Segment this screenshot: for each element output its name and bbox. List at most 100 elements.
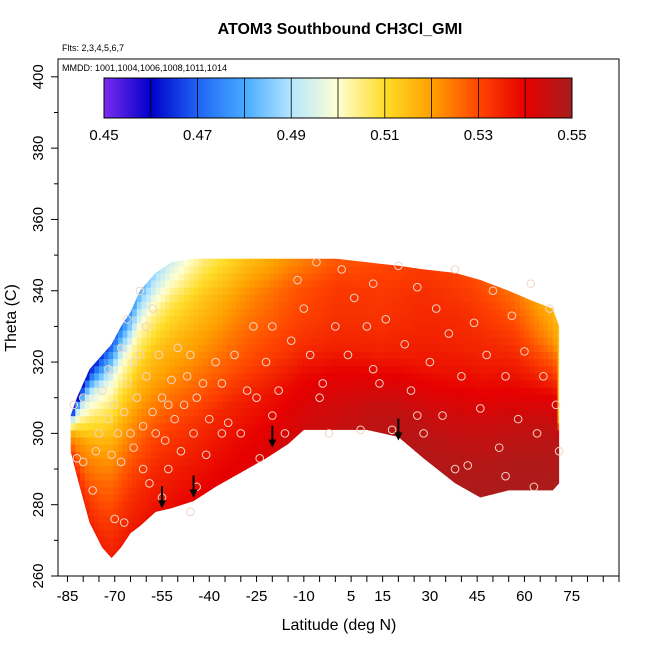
field-cell	[297, 472, 303, 481]
field-cell	[236, 358, 242, 367]
field-cell	[401, 322, 407, 331]
field-cell	[462, 294, 469, 303]
field-cell	[231, 322, 237, 331]
field-cell	[150, 515, 157, 524]
field-cell	[269, 287, 275, 295]
field-cell	[462, 272, 469, 281]
field-cell	[462, 551, 469, 559]
field-cell	[472, 379, 478, 388]
field-cell	[486, 265, 492, 274]
field-cell	[514, 372, 521, 381]
field-cell	[496, 308, 502, 317]
field-cell	[557, 465, 560, 474]
field-cell	[80, 458, 86, 467]
field-cell	[387, 508, 393, 516]
field-cell	[269, 451, 275, 459]
field-cell	[231, 394, 237, 402]
field-cell	[288, 337, 294, 345]
field-cell	[439, 444, 445, 452]
field-cell	[396, 287, 403, 295]
field-cell	[344, 329, 351, 338]
field-cell	[401, 372, 407, 381]
field-cell	[467, 401, 474, 410]
field-cell	[396, 479, 403, 488]
field-cell	[75, 301, 81, 310]
field-cell	[410, 315, 417, 324]
field-cell	[368, 493, 374, 502]
field-cell	[481, 401, 488, 410]
field-cell	[321, 458, 327, 467]
data-point	[94, 429, 104, 438]
field-cell	[373, 501, 379, 509]
field-cell	[174, 458, 180, 467]
data-point	[394, 261, 403, 271]
field-cell	[368, 272, 374, 281]
field-cell	[288, 486, 294, 495]
field-cell	[500, 536, 507, 545]
field-cell	[127, 436, 133, 445]
field-cell	[316, 522, 322, 531]
field-cell	[415, 358, 422, 367]
field-cell	[226, 394, 232, 402]
field-cell	[254, 551, 261, 559]
field-cell	[491, 365, 497, 374]
field-cell	[278, 451, 284, 459]
field-cell	[94, 344, 100, 352]
field-cell	[113, 465, 119, 474]
field-cell	[217, 451, 223, 459]
field-cell	[335, 444, 341, 452]
field-cell	[472, 280, 478, 288]
field-cell	[288, 365, 294, 374]
field-cell	[496, 436, 502, 445]
field-cell	[330, 265, 336, 274]
field-cell	[89, 451, 95, 459]
field-cell	[75, 522, 81, 531]
field-cell	[330, 258, 336, 267]
field-cell	[207, 308, 214, 317]
field-cell	[472, 493, 478, 502]
field-cell	[84, 301, 91, 310]
field-cell	[505, 529, 511, 538]
field-cell	[174, 308, 180, 317]
field-cell	[254, 358, 261, 367]
field-cell	[491, 394, 497, 402]
y-tick-label: 280	[30, 492, 47, 517]
field-cell	[141, 365, 147, 374]
field-cell	[146, 351, 152, 360]
field-cell	[94, 529, 100, 538]
field-cell	[302, 444, 308, 452]
field-cell	[325, 522, 332, 531]
field-cell	[481, 365, 488, 374]
field-cell	[548, 451, 554, 459]
field-cell	[406, 294, 412, 303]
field-cell	[552, 408, 559, 417]
field-cell	[198, 543, 204, 552]
field-cell	[533, 401, 540, 410]
field-cell	[481, 415, 488, 424]
field-cell	[340, 493, 346, 502]
field-cell	[444, 344, 450, 352]
field-cell	[552, 465, 559, 474]
field-cell	[132, 315, 138, 324]
field-cell	[103, 379, 110, 388]
field-cell	[552, 458, 559, 467]
field-cell	[467, 543, 474, 552]
field-cell	[117, 301, 124, 310]
field-cell	[113, 429, 119, 438]
field-cell	[165, 372, 171, 381]
field-cell	[439, 394, 445, 402]
field-cell	[207, 515, 214, 524]
field-cell	[420, 308, 426, 317]
field-cell	[406, 486, 412, 495]
field-cell	[425, 308, 431, 317]
field-cell	[94, 337, 100, 345]
field-cell	[434, 458, 440, 467]
field-cell	[302, 529, 308, 538]
field-cell	[543, 551, 549, 559]
field-cell	[382, 465, 388, 474]
field-cell	[245, 329, 251, 338]
field-cell	[410, 394, 417, 402]
field-cell	[98, 387, 105, 395]
field-cell	[259, 429, 266, 438]
